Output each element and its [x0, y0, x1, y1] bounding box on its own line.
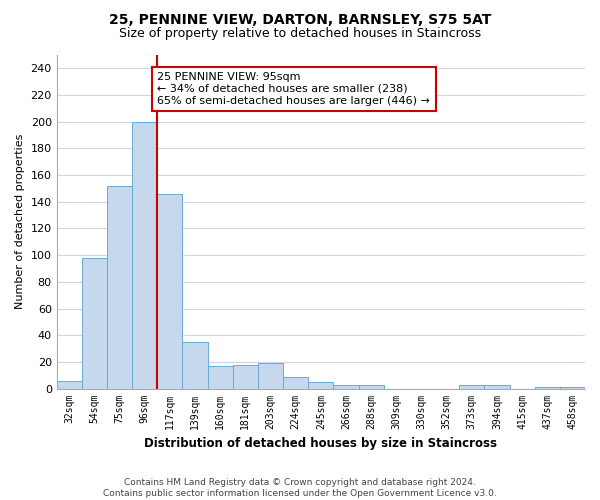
Text: Contains HM Land Registry data © Crown copyright and database right 2024.
Contai: Contains HM Land Registry data © Crown c…	[103, 478, 497, 498]
Text: 25, PENNINE VIEW, DARTON, BARNSLEY, S75 5AT: 25, PENNINE VIEW, DARTON, BARNSLEY, S75 …	[109, 12, 491, 26]
Bar	[182, 342, 208, 388]
Bar	[484, 384, 509, 388]
Bar	[283, 376, 308, 388]
Bar	[359, 384, 384, 388]
Bar	[258, 363, 283, 388]
Bar	[233, 364, 258, 388]
Bar	[132, 122, 157, 388]
Bar	[308, 382, 334, 388]
Bar	[535, 387, 560, 388]
X-axis label: Distribution of detached houses by size in Staincross: Distribution of detached houses by size …	[145, 437, 497, 450]
Bar	[560, 387, 585, 388]
Text: 25 PENNINE VIEW: 95sqm
← 34% of detached houses are smaller (238)
65% of semi-de: 25 PENNINE VIEW: 95sqm ← 34% of detached…	[157, 72, 430, 106]
Bar	[82, 258, 107, 388]
Bar	[208, 366, 233, 388]
Bar	[56, 380, 82, 388]
Text: Size of property relative to detached houses in Staincross: Size of property relative to detached ho…	[119, 28, 481, 40]
Bar	[459, 384, 484, 388]
Bar	[334, 384, 359, 388]
Bar	[107, 186, 132, 388]
Y-axis label: Number of detached properties: Number of detached properties	[15, 134, 25, 310]
Bar	[157, 194, 182, 388]
